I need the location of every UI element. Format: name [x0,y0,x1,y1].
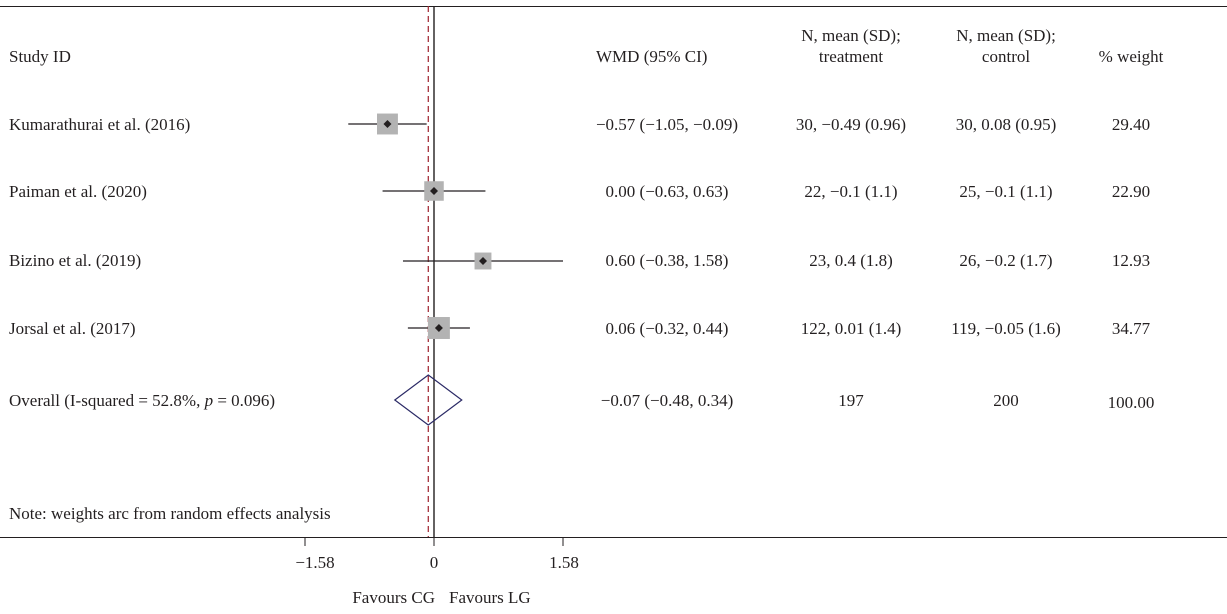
study-weight: 12.93 [1111,251,1151,270]
favours-left-label: Favours CG [352,588,435,607]
study-weight: 34.77 [1111,319,1151,338]
point-estimate [383,120,392,128]
header-weight: % weight [1098,47,1164,66]
point-estimate [430,187,438,195]
study-wmd: 0.00 (−0.63, 0.63) [605,182,729,201]
study-treatment: 122, 0.01 (1.4) [800,319,902,338]
study-wmd: 0.06 (−0.32, 0.44) [605,319,729,338]
study-weight: 22.90 [1111,182,1151,201]
note: Note: weights arc from random effects an… [9,504,331,523]
study-wmd: 0.60 (−0.38, 1.58) [605,251,729,270]
header-treatment-line1: N, mean (SD); [801,26,901,45]
study-weight: 29.40 [1111,115,1151,134]
study-treatment: 23, 0.4 (1.8) [809,251,893,270]
bottom-rule [0,537,1227,538]
header-control-line1: N, mean (SD); [956,26,1056,45]
overall-label: Overall (I-squared = 52.8%, p = 0.096) [9,391,275,411]
study-label: Jorsal et al. (2017) [9,319,136,338]
study-label: Paiman et al. (2020) [9,182,147,201]
x-tick-label: 1.58 [549,553,579,572]
overall-weight: 100.00 [1107,393,1155,412]
favours-right-label: Favours LG [449,588,531,607]
overall-diamond [393,374,463,426]
study-label: Bizino et al. (2019) [9,251,142,270]
study-label: Kumarathurai et al. (2016) [9,115,191,134]
overall-wmd: −0.07 (−0.48, 0.34) [600,391,734,410]
point-estimate [434,324,443,332]
overall-treatment: 197 [838,391,864,410]
study-control: 30, 0.08 (0.95) [955,115,1057,134]
x-tick-label: −1.58 [295,553,335,572]
top-rule [0,6,1227,7]
study-treatment: 30, −0.49 (0.96) [795,115,907,134]
overall-control: 200 [993,391,1019,410]
header-study-id: Study ID [9,47,71,66]
overall-label-p: p [204,391,214,410]
point-estimate [478,257,487,265]
study-treatment: 22, −0.1 (1.1) [804,182,898,201]
header-treatment-line2: treatment [818,47,884,66]
overall-label-suffix: = 0.096) [213,391,276,410]
header-control-line2: control [981,47,1031,66]
overall-label-prefix: Overall (I-squared = 52.8%, [9,391,205,410]
header-wmd: WMD (95% CI) [596,47,708,66]
study-wmd: −0.57 (−1.05, −0.09) [595,115,739,134]
study-control: 26, −0.2 (1.7) [959,251,1053,270]
study-control: 119, −0.05 (1.6) [951,319,1061,338]
x-tick-label: 0 [429,553,439,572]
study-control: 25, −0.1 (1.1) [959,182,1053,201]
